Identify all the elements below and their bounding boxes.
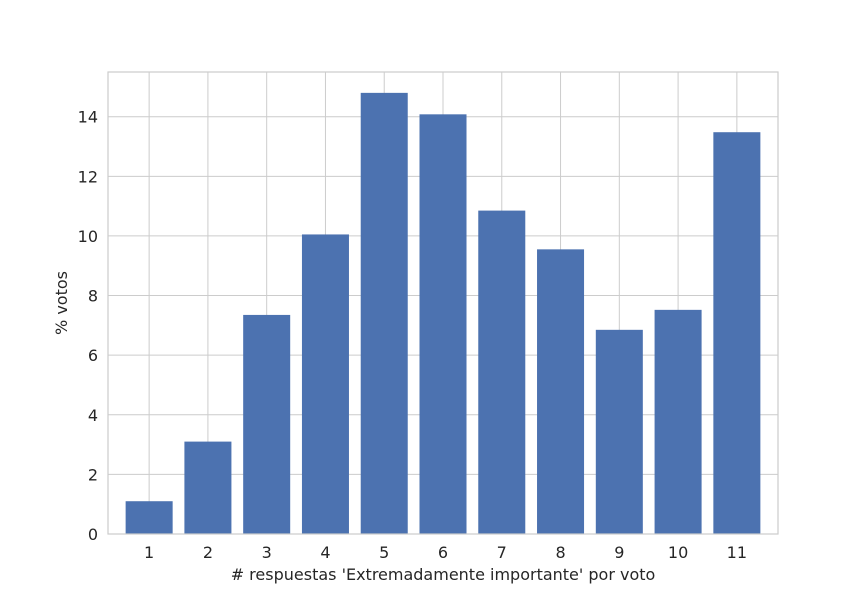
- bar-10: [654, 309, 702, 534]
- bar-7: [478, 210, 526, 534]
- y-tick-label: 10: [78, 227, 98, 246]
- x-tick-label: 1: [144, 543, 154, 562]
- bar-3: [243, 314, 291, 534]
- plot-frame: [107, 71, 779, 535]
- x-tick-label: 4: [320, 543, 330, 562]
- x-tick-label: 9: [614, 543, 624, 562]
- y-tick-label: 6: [88, 346, 98, 365]
- x-tick-label: 11: [727, 543, 747, 562]
- x-tick-label: 7: [497, 543, 507, 562]
- y-tick-label: 2: [88, 465, 98, 484]
- bar-2: [184, 441, 232, 534]
- y-tick-label: 14: [78, 108, 98, 127]
- y-tick-label: 12: [78, 167, 98, 186]
- y-axis-label: % votos: [52, 271, 71, 335]
- bar-9: [595, 329, 643, 534]
- x-axis-label: # respuestas 'Extremadamente importante'…: [231, 565, 656, 584]
- x-tick-label: 8: [555, 543, 565, 562]
- bar-8: [537, 249, 585, 534]
- x-tick-label: 5: [379, 543, 389, 562]
- y-tick-label: 4: [88, 406, 98, 425]
- bar-5: [360, 92, 408, 535]
- x-tick-label: 6: [438, 543, 448, 562]
- x-tick-label: 10: [668, 543, 688, 562]
- bar-11: [713, 132, 761, 534]
- x-tick-label: 3: [262, 543, 272, 562]
- x-tick-labels: 1 2 3 4 5 6 7 8 9 10 11: [144, 543, 747, 562]
- x-tick-label: 2: [203, 543, 213, 562]
- y-tick-label: 8: [88, 287, 98, 306]
- bar-1: [125, 501, 173, 534]
- bars: [125, 92, 761, 535]
- y-tick-labels: 0 2 4 6 8 10 12 14: [78, 108, 98, 544]
- bar-6: [419, 114, 467, 534]
- bar-4: [301, 234, 349, 534]
- y-tick-label: 0: [88, 525, 98, 544]
